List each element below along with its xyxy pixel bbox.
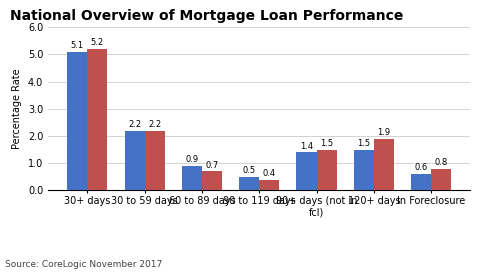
Text: 0.6: 0.6 <box>415 163 428 172</box>
Bar <box>297 152 316 190</box>
Bar <box>374 139 394 190</box>
Bar <box>411 174 431 190</box>
Text: 0.5: 0.5 <box>242 166 256 175</box>
Bar <box>202 171 222 190</box>
Y-axis label: Percentage Rate: Percentage Rate <box>12 69 22 149</box>
Bar <box>316 150 336 190</box>
Text: 2.2: 2.2 <box>148 120 161 129</box>
Text: 1.5: 1.5 <box>357 139 371 148</box>
Text: 1.9: 1.9 <box>377 128 390 137</box>
Text: Source: CoreLogic November 2017: Source: CoreLogic November 2017 <box>5 260 162 269</box>
Bar <box>239 177 259 190</box>
Text: 0.4: 0.4 <box>263 169 276 178</box>
Bar <box>182 166 202 190</box>
Text: 2.2: 2.2 <box>128 120 141 129</box>
Text: 1.5: 1.5 <box>320 139 333 148</box>
Bar <box>67 52 87 190</box>
Text: 5.1: 5.1 <box>71 41 84 50</box>
Bar <box>124 131 144 190</box>
Text: 1.4: 1.4 <box>300 142 313 151</box>
Text: 0.8: 0.8 <box>434 158 448 167</box>
Bar <box>144 131 165 190</box>
Bar <box>354 150 374 190</box>
Bar <box>431 169 451 190</box>
Text: 0.7: 0.7 <box>205 161 218 170</box>
Bar <box>87 49 108 190</box>
Bar <box>259 180 279 190</box>
Text: 5.2: 5.2 <box>91 38 104 47</box>
Text: 0.9: 0.9 <box>185 155 198 164</box>
Text: National Overview of Mortgage Loan Performance: National Overview of Mortgage Loan Perfo… <box>10 9 403 23</box>
